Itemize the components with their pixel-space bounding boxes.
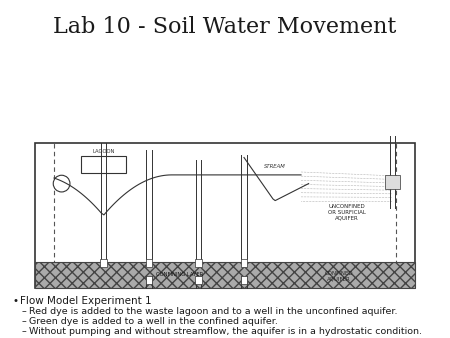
Bar xyxy=(195,259,202,267)
Text: UNCONFINED
OR SURFICIAL
AQUIFER: UNCONFINED OR SURFICIAL AQUIFER xyxy=(328,204,365,221)
Bar xyxy=(385,175,400,189)
Text: STREAM: STREAM xyxy=(264,164,285,169)
Text: –: – xyxy=(22,327,27,336)
Text: •: • xyxy=(12,296,18,306)
Bar xyxy=(195,276,202,284)
Bar xyxy=(35,143,415,288)
Text: –: – xyxy=(22,317,27,326)
Text: LAGOON: LAGOON xyxy=(92,149,115,154)
Text: Red dye is added to the waste lagoon and to a well in the unconfined aquifer.: Red dye is added to the waste lagoon and… xyxy=(29,307,397,316)
Text: CONFINING LAYER: CONFINING LAYER xyxy=(156,272,203,277)
Bar xyxy=(81,156,126,173)
Bar xyxy=(241,259,248,267)
Text: Green dye is added to a well in the confined aquifer.: Green dye is added to a well in the conf… xyxy=(29,317,278,326)
Bar xyxy=(35,262,415,288)
Bar xyxy=(241,276,248,284)
Bar xyxy=(146,259,152,267)
Bar xyxy=(100,259,107,267)
Text: Flow Model Experiment 1: Flow Model Experiment 1 xyxy=(20,296,152,306)
Text: Lab 10 - Soil Water Movement: Lab 10 - Soil Water Movement xyxy=(53,16,397,38)
Bar xyxy=(146,276,152,284)
Text: CONFINED
AQUIFER: CONFINED AQUIFER xyxy=(325,271,353,282)
Text: –: – xyxy=(22,307,27,316)
Circle shape xyxy=(53,175,70,192)
Text: Without pumping and without streamflow, the aquifer is in a hydrostatic conditio: Without pumping and without streamflow, … xyxy=(29,327,422,336)
